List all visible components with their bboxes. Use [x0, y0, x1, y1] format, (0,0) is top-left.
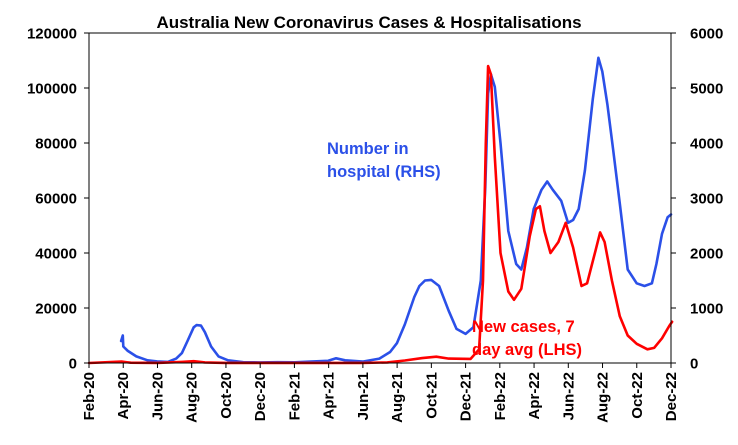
left-axis-tick-label: 120000: [27, 26, 77, 43]
x-axis-tick-label: Aug-22: [595, 372, 612, 423]
left-axis-tick-label: 0: [69, 356, 77, 373]
right-axis-tick-label: 3000: [690, 191, 723, 208]
right-axis-tick-label: 5000: [690, 81, 723, 98]
chart-title: Australia New Coronavirus Cases & Hospit…: [156, 13, 581, 32]
x-axis-tick-label: Dec-20: [252, 372, 269, 421]
annotation-line: day avg (LHS): [472, 341, 582, 359]
x-axis-tick-label: Feb-21: [286, 372, 303, 420]
x-axis-tick-label: Oct-20: [218, 372, 235, 419]
right-axis-tick-label: 2000: [690, 246, 723, 263]
x-axis-tick-label: Dec-22: [663, 372, 680, 421]
annotation-layer: Number in hospital (RHS) New cases, 7 day a…: [327, 140, 582, 359]
x-axis-tick-label: Dec-21: [458, 372, 475, 421]
x-axis-tick-label: Jun-21: [355, 372, 372, 420]
right-axis-tick-label: 0: [690, 356, 698, 373]
annotation-line: New cases, 7: [472, 318, 575, 336]
left-axis-tick-label: 100000: [27, 81, 77, 98]
x-axis-tick-label: Oct-21: [423, 372, 440, 419]
x-axis-tick-label: Apr-21: [321, 372, 338, 420]
right-axis-tick-label: 6000: [690, 26, 723, 43]
right-axis-tick-label: 4000: [690, 136, 723, 153]
left-axis-tick-label: 40000: [35, 246, 77, 263]
axes-layer: 0 20000 40000 60000 80000 100000 120000 0 1000 20…: [27, 26, 723, 423]
annotation-line: Number in: [327, 140, 409, 158]
left-axis-tick-label: 20000: [35, 301, 77, 318]
x-axis-tick-label: Oct-22: [629, 372, 646, 419]
x-axis-tick-label: Feb-20: [81, 372, 98, 420]
annotation-cases: New cases, 7 day avg (LHS): [472, 318, 582, 359]
x-axis-tick-label: Apr-22: [526, 372, 543, 420]
annotation-hospital: Number in hospital (RHS): [327, 140, 441, 181]
x-axis-tick-label: Feb-22: [492, 372, 509, 420]
left-axis-tick-label: 80000: [35, 136, 77, 153]
x-axis-tick-label: Aug-21: [389, 372, 406, 423]
x-axis-tick-label: Apr-20: [115, 372, 132, 420]
left-axis-tick-label: 60000: [35, 191, 77, 208]
x-axis-tick-label: Jun-22: [560, 372, 577, 420]
x-axis-tick-label: Aug-20: [184, 372, 201, 423]
right-axis-tick-label: 1000: [690, 301, 723, 318]
annotation-line: hospital (RHS): [327, 163, 441, 181]
x-axis-tick-label: Jun-20: [150, 372, 167, 420]
series-line-hospital: [119, 56, 673, 364]
